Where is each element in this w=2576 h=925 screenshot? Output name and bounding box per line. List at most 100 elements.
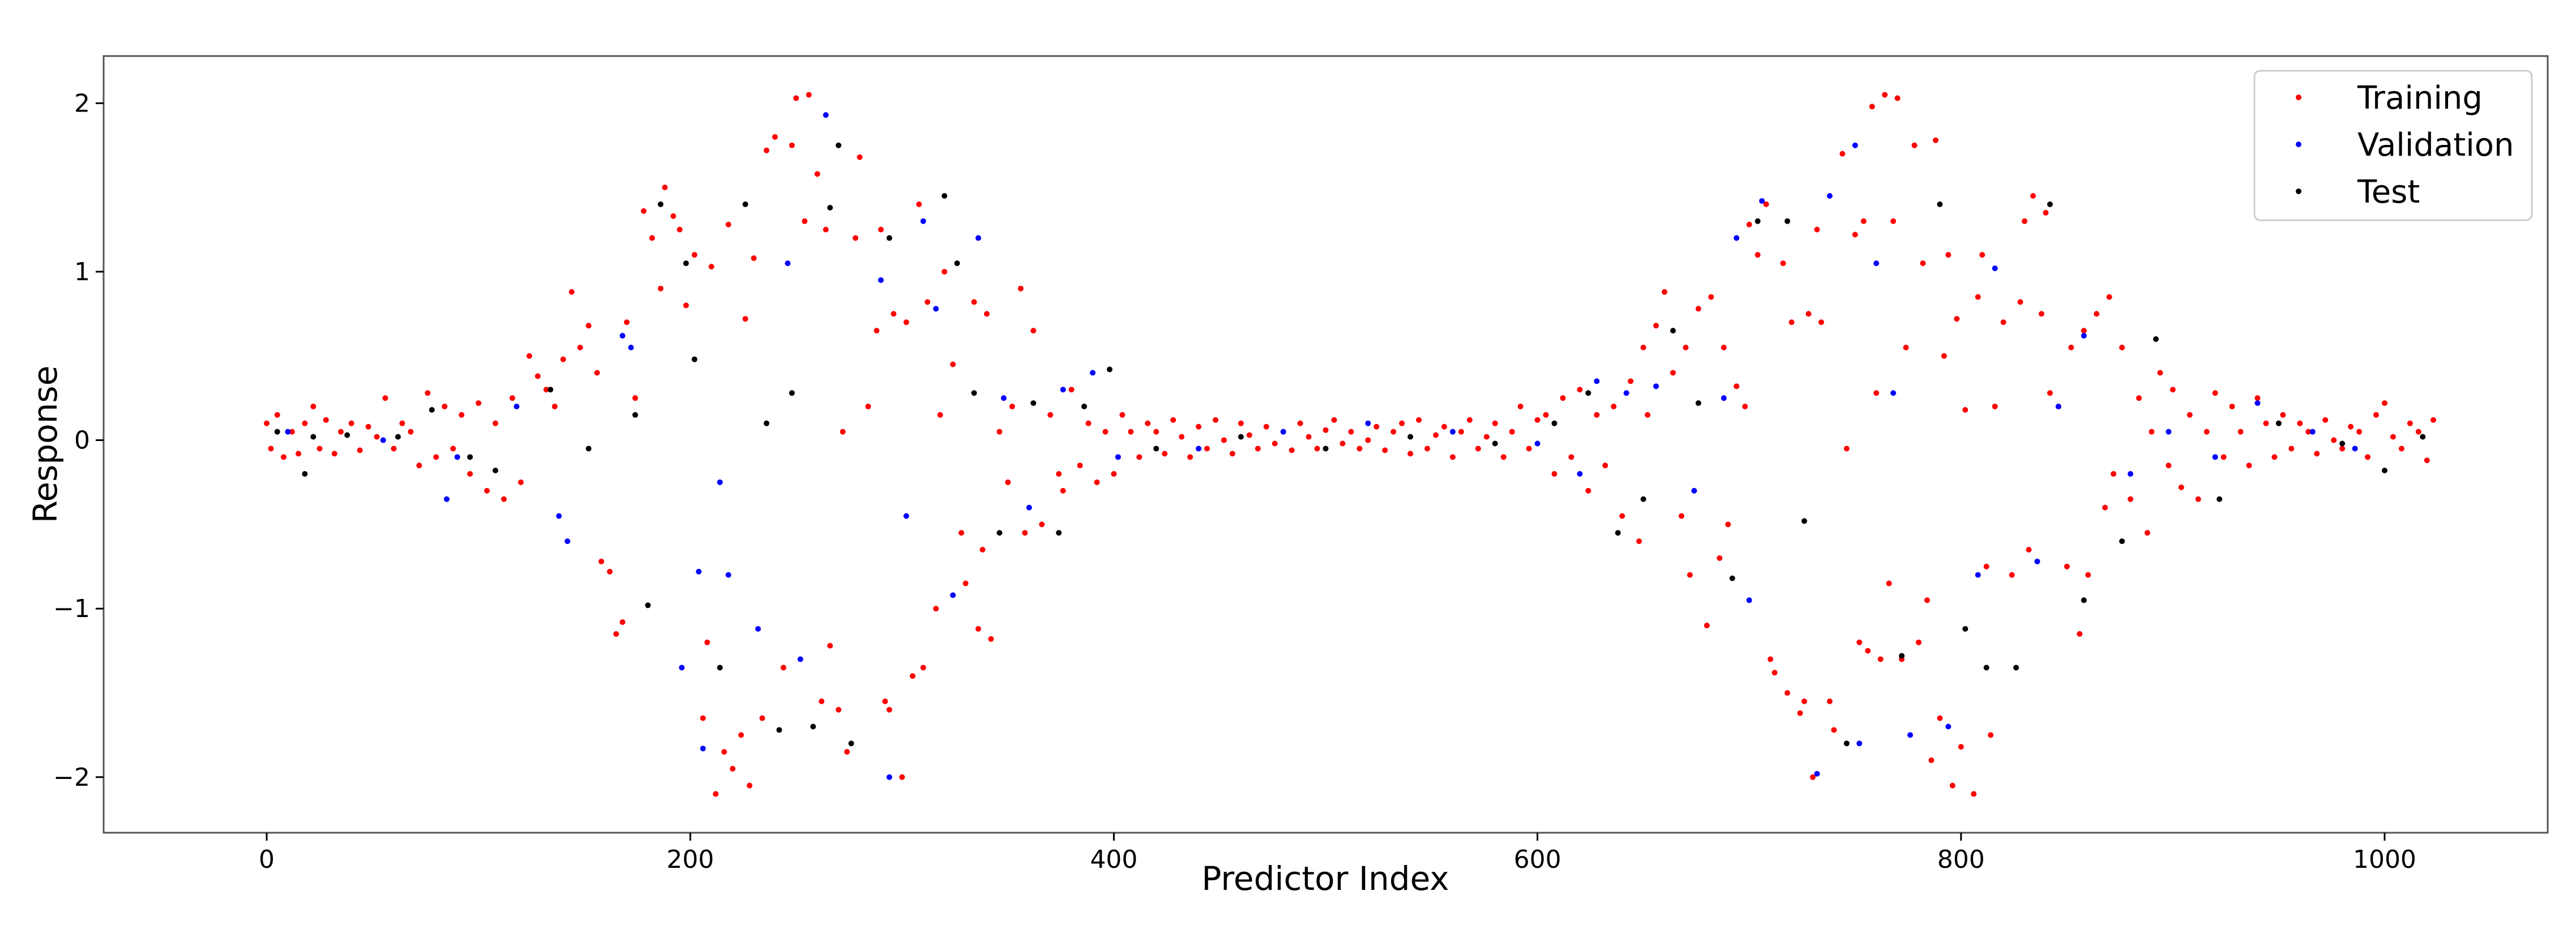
- data-point: [459, 412, 465, 418]
- data-point: [1687, 572, 1693, 578]
- data-point: [954, 260, 960, 267]
- data-point: [916, 201, 922, 207]
- data-point: [1085, 420, 1092, 426]
- data-point: [2339, 440, 2346, 447]
- data-point: [2081, 333, 2087, 339]
- data-point: [1022, 530, 1028, 536]
- data-point: [1399, 420, 1405, 426]
- legend-label-validation: Validation: [2357, 127, 2514, 164]
- data-point: [568, 289, 575, 295]
- data-point: [2119, 538, 2125, 545]
- data-point: [476, 400, 482, 406]
- data-point: [891, 311, 897, 317]
- data-point: [1026, 504, 1032, 511]
- y-tick-label: −1: [53, 594, 90, 623]
- data-point: [467, 454, 473, 460]
- data-point: [442, 404, 448, 410]
- data-point: [1670, 370, 1676, 376]
- data-point: [337, 429, 344, 435]
- data-point: [1246, 432, 1252, 438]
- data-point: [2398, 446, 2404, 452]
- data-point: [416, 463, 422, 469]
- data-point: [827, 204, 833, 211]
- data-point: [925, 299, 931, 305]
- data-point: [2254, 400, 2261, 406]
- data-point: [1611, 404, 1617, 410]
- data-point: [1483, 434, 1490, 440]
- data-point: [1788, 319, 1795, 326]
- data-point: [886, 235, 892, 241]
- data-point: [2068, 344, 2074, 350]
- data-point: [1577, 387, 1583, 393]
- data-point: [2220, 454, 2227, 460]
- data-point: [1441, 423, 1447, 430]
- data-point: [2322, 417, 2329, 423]
- data-point: [1170, 417, 1176, 423]
- data-point: [1047, 412, 1054, 418]
- data-point: [1801, 518, 1807, 524]
- data-point: [310, 434, 316, 440]
- data-point: [2030, 193, 2036, 199]
- data-point: [874, 328, 880, 334]
- data-point: [640, 208, 647, 214]
- data-point: [316, 446, 323, 452]
- data-point: [725, 221, 731, 228]
- data-point: [1945, 252, 1952, 258]
- data-point: [797, 656, 803, 662]
- data-point: [1826, 193, 1833, 199]
- data-point: [2038, 311, 2044, 317]
- data-point: [1196, 423, 1202, 430]
- data-point: [1785, 218, 1791, 224]
- data-point: [1962, 626, 1969, 632]
- data-point: [1780, 260, 1786, 267]
- data-point: [1721, 344, 1727, 350]
- data-point: [1708, 294, 1714, 300]
- data-point: [645, 602, 651, 609]
- data-point: [274, 429, 280, 435]
- data-point: [836, 706, 842, 713]
- data-point: [950, 592, 956, 598]
- data-point: [1585, 390, 1591, 396]
- data-points: [264, 92, 2436, 797]
- y-axis-label: Response: [26, 366, 65, 524]
- data-point: [1030, 400, 1037, 406]
- data-point: [585, 446, 592, 452]
- data-point: [1560, 395, 1566, 401]
- x-axis-label: Predictor Index: [1201, 859, 1449, 898]
- data-point: [2415, 429, 2421, 435]
- data-point: [1090, 370, 1096, 376]
- data-point: [1937, 715, 1943, 721]
- data-point: [836, 142, 842, 148]
- data-point: [1179, 434, 1185, 440]
- data-point: [1886, 580, 1892, 586]
- data-point: [1416, 417, 1422, 423]
- data-point: [2149, 429, 2155, 435]
- data-point: [942, 268, 948, 275]
- data-point: [2017, 299, 2023, 305]
- data-point: [1771, 670, 1778, 676]
- data-point: [1695, 400, 1701, 406]
- data-point: [1628, 378, 1634, 384]
- data-point: [1068, 387, 1075, 393]
- data-point: [1060, 387, 1066, 393]
- data-point: [780, 665, 786, 671]
- data-point: [296, 451, 302, 457]
- data-point: [1797, 710, 1803, 716]
- data-point: [1162, 451, 1168, 457]
- data-point: [789, 390, 795, 396]
- data-point: [2280, 412, 2286, 418]
- data-point: [619, 619, 626, 625]
- data-point: [717, 665, 723, 671]
- data-point: [493, 468, 499, 474]
- data-point: [1056, 530, 1062, 536]
- data-point: [509, 395, 515, 401]
- data-point: [1323, 427, 1329, 433]
- data-point: [700, 715, 706, 721]
- data-point: [1734, 383, 1740, 389]
- data-point: [1746, 597, 1752, 603]
- data-point: [657, 201, 664, 207]
- data-point: [988, 636, 994, 642]
- data-point: [2081, 597, 2087, 603]
- data-point: [1979, 252, 1986, 258]
- data-point: [514, 404, 520, 410]
